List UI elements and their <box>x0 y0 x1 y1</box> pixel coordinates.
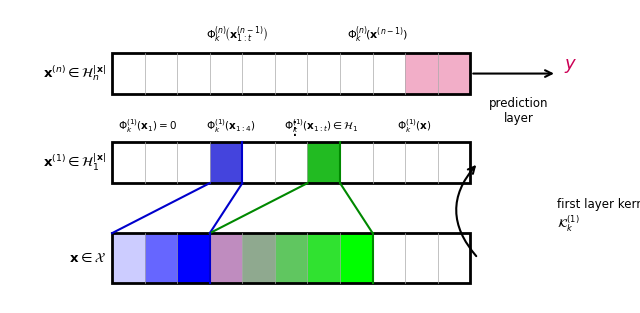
Bar <box>177 142 210 183</box>
Bar <box>112 53 145 94</box>
Bar <box>340 233 372 283</box>
Bar <box>307 53 340 94</box>
Bar <box>307 142 340 183</box>
Bar <box>340 53 372 94</box>
Bar <box>275 142 307 183</box>
Bar <box>405 53 438 94</box>
Bar <box>243 233 275 283</box>
Bar <box>340 142 372 183</box>
Bar <box>112 142 470 183</box>
Text: $\Phi_k^{(n)}\!\left(\mathbf{x}^{(n-1)}\right)$: $\Phi_k^{(n)}\!\left(\mathbf{x}^{(n-1)}\… <box>347 25 408 45</box>
Bar <box>112 233 145 283</box>
Bar <box>372 233 405 283</box>
Bar <box>307 233 340 283</box>
Bar <box>210 233 243 283</box>
Bar <box>112 142 145 183</box>
Text: $\Phi_k^{(1)}(\mathbf{x}_{1:t}) \in \mathcal{H}_1$: $\Phi_k^{(1)}(\mathbf{x}_{1:t}) \in \mat… <box>284 117 358 135</box>
Text: $y$: $y$ <box>564 57 578 75</box>
Bar <box>177 53 210 94</box>
Bar <box>243 53 275 94</box>
Bar <box>177 233 210 283</box>
Bar <box>275 53 307 94</box>
Bar <box>275 233 307 283</box>
Bar <box>210 53 243 94</box>
Bar <box>372 142 405 183</box>
Bar <box>145 142 177 183</box>
Text: $\Phi_k^{(1)}(\mathbf{x})$: $\Phi_k^{(1)}(\mathbf{x})$ <box>397 117 431 135</box>
Text: prediction
layer: prediction layer <box>489 97 548 125</box>
Text: $\mathbf{x}^{(1)} \in \mathcal{H}_1^{|\mathbf{x}|}$: $\mathbf{x}^{(1)} \in \mathcal{H}_1^{|\m… <box>43 152 106 173</box>
Text: $\vdots$: $\vdots$ <box>285 119 297 138</box>
Text: first layer kernel
$\mathcal{K}_k^{(1)}$: first layer kernel $\mathcal{K}_k^{(1)}$ <box>557 198 640 234</box>
Bar <box>112 53 470 94</box>
Bar <box>145 53 177 94</box>
Bar <box>145 233 177 283</box>
Bar <box>405 233 438 283</box>
Text: $\Phi_k^{(1)}(\mathbf{x}_{1:4})$: $\Phi_k^{(1)}(\mathbf{x}_{1:4})$ <box>205 117 255 135</box>
Text: $\Phi_k^{(1)}(\mathbf{x}_1) = 0$: $\Phi_k^{(1)}(\mathbf{x}_1) = 0$ <box>118 117 177 135</box>
Bar <box>243 142 275 183</box>
Bar <box>438 233 470 283</box>
Bar <box>405 142 438 183</box>
Bar <box>438 53 470 94</box>
Text: $\mathbf{x}^{(n)} \in \mathcal{H}_n^{|\mathbf{x}|}$: $\mathbf{x}^{(n)} \in \mathcal{H}_n^{|\m… <box>43 64 106 83</box>
Text: $\Phi_k^{(n)}\!\left(\mathbf{x}_{1:t}^{(n-1)}\right)$: $\Phi_k^{(n)}\!\left(\mathbf{x}_{1:t}^{(… <box>205 25 268 45</box>
Bar <box>210 142 243 183</box>
Bar <box>112 233 470 283</box>
Bar <box>372 53 405 94</box>
Bar <box>438 142 470 183</box>
Text: $\mathbf{x} \in \mathcal{X}$: $\mathbf{x} \in \mathcal{X}$ <box>68 252 106 265</box>
